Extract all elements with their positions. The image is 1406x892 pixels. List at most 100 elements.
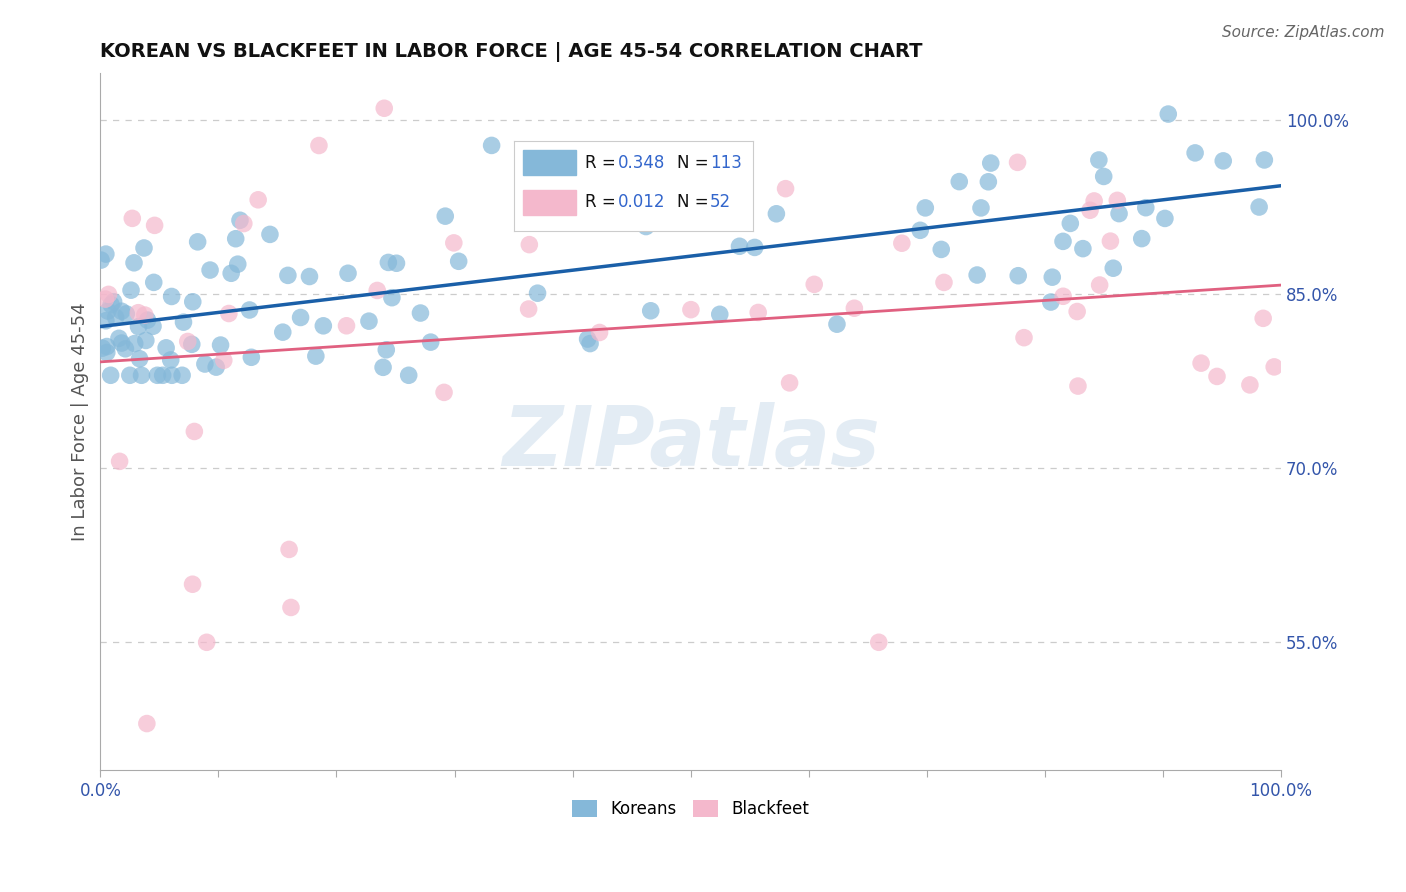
Point <box>371 360 394 375</box>
Point <box>1130 231 1153 245</box>
Point <box>212 353 235 368</box>
Point <box>1107 194 1129 208</box>
Point <box>447 254 470 268</box>
Point <box>825 317 848 331</box>
Point <box>744 240 766 254</box>
Point <box>1189 356 1212 370</box>
Point <box>97 304 120 318</box>
Text: 0.348: 0.348 <box>617 153 665 172</box>
Point <box>1039 295 1062 310</box>
Point <box>1052 235 1074 249</box>
Bar <box>523 190 576 215</box>
Point <box>110 304 132 318</box>
Point <box>579 336 602 351</box>
Point <box>1078 203 1101 218</box>
Point <box>890 236 912 251</box>
Point <box>1108 206 1130 220</box>
Point <box>219 266 242 280</box>
Point <box>1066 304 1088 318</box>
Point <box>1102 261 1125 276</box>
Point <box>747 305 769 319</box>
Point <box>205 360 228 375</box>
Point <box>173 315 195 329</box>
Point <box>96 345 118 359</box>
Point <box>1092 169 1115 184</box>
Point <box>259 227 281 242</box>
Point <box>357 314 380 328</box>
Point <box>1157 107 1180 121</box>
Bar <box>523 151 576 176</box>
Point <box>1099 234 1122 248</box>
Point <box>128 319 150 334</box>
Point <box>218 306 240 320</box>
Point <box>94 292 117 306</box>
Point <box>94 247 117 261</box>
Point <box>181 294 204 309</box>
Point <box>198 263 221 277</box>
Point <box>195 635 218 649</box>
Text: KOREAN VS BLACKFEET IN LABOR FORCE | AGE 45-54 CORRELATION CHART: KOREAN VS BLACKFEET IN LABOR FORCE | AGE… <box>100 42 922 62</box>
Point <box>121 211 143 226</box>
Point <box>308 138 330 153</box>
Point <box>434 209 457 223</box>
Point <box>100 368 122 383</box>
Text: N =: N = <box>676 193 713 211</box>
Point <box>929 243 952 257</box>
Text: ZIPatlas: ZIPatlas <box>502 402 880 483</box>
Point <box>232 217 254 231</box>
Point <box>765 207 787 221</box>
Point <box>177 334 200 349</box>
Point <box>337 266 360 280</box>
Text: 0.012: 0.012 <box>617 193 665 211</box>
Point <box>135 716 157 731</box>
Point <box>605 154 627 169</box>
Point <box>143 219 166 233</box>
Point <box>679 302 702 317</box>
Point <box>576 332 599 346</box>
Point <box>980 156 1002 170</box>
Point <box>775 182 797 196</box>
Point <box>183 425 205 439</box>
Text: 52: 52 <box>710 193 731 211</box>
Point <box>1059 216 1081 230</box>
Point <box>290 310 312 325</box>
Point <box>94 314 117 328</box>
Point <box>914 201 936 215</box>
Point <box>131 368 153 383</box>
Point <box>908 223 931 237</box>
Point <box>100 298 122 312</box>
Point <box>373 101 395 115</box>
Point <box>181 577 204 591</box>
Point <box>136 313 159 327</box>
Point <box>517 237 540 252</box>
Point <box>240 351 263 365</box>
Point <box>1007 155 1029 169</box>
Point <box>108 331 131 345</box>
Point <box>734 204 756 219</box>
Point <box>124 336 146 351</box>
Text: N =: N = <box>676 153 713 172</box>
Point <box>271 325 294 339</box>
Point <box>589 194 612 208</box>
Point <box>1154 211 1177 226</box>
Point <box>305 349 328 363</box>
Point <box>443 235 465 250</box>
Point <box>385 256 408 270</box>
Point <box>238 303 260 318</box>
Point <box>108 454 131 468</box>
Point <box>1206 369 1229 384</box>
Point <box>209 338 232 352</box>
Legend: Koreans, Blackfeet: Koreans, Blackfeet <box>565 793 815 824</box>
Point <box>1135 201 1157 215</box>
Point <box>844 301 866 316</box>
Point <box>277 268 299 283</box>
Point <box>226 257 249 271</box>
Point <box>111 336 134 351</box>
Point <box>1088 153 1111 167</box>
Point <box>225 232 247 246</box>
Text: 113: 113 <box>710 153 742 172</box>
Point <box>91 341 114 355</box>
Point <box>517 301 540 316</box>
Point <box>779 376 801 390</box>
Point <box>152 368 174 383</box>
